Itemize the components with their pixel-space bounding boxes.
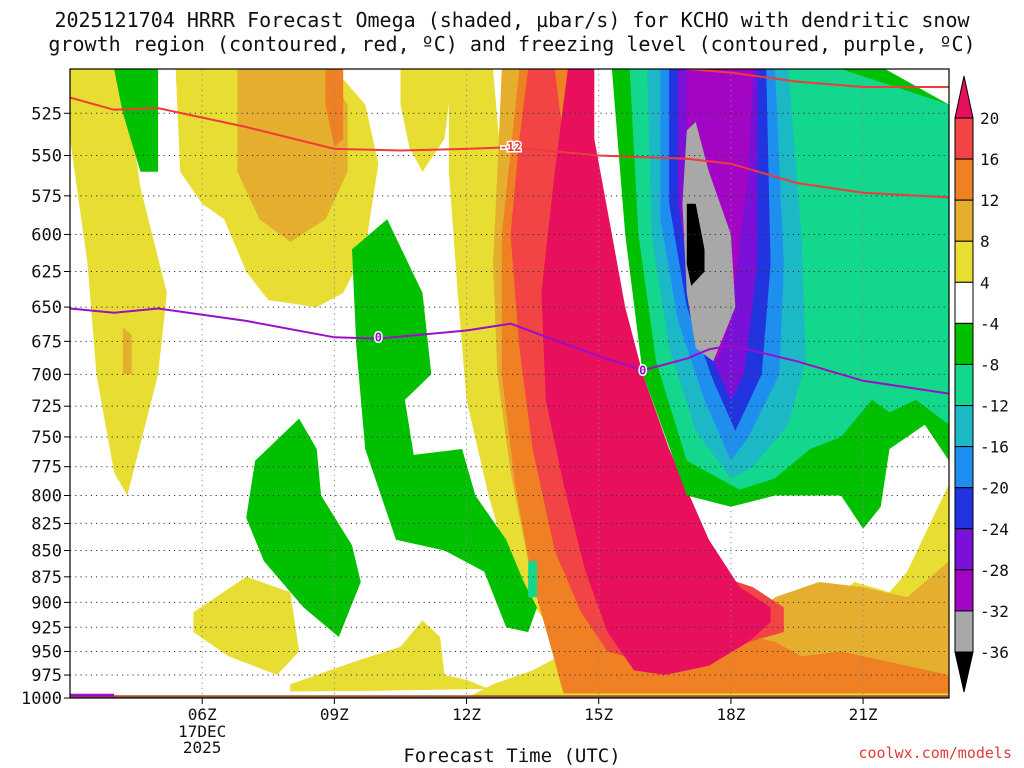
contour-label-0: -12 bbox=[500, 140, 522, 154]
title-line-2: growth region (contoured, red, ºC) and f… bbox=[48, 32, 976, 56]
colorbar-swatch-12 bbox=[954, 610, 974, 653]
omega-region-gray bbox=[682, 121, 736, 362]
omega-region-orange-early bbox=[122, 327, 132, 375]
y-tick-label-900: 900 bbox=[31, 593, 62, 613]
omega-region-green-low bbox=[246, 418, 361, 637]
colorbar-swatch-10 bbox=[954, 528, 974, 571]
y-tick-label-525: 525 bbox=[31, 104, 62, 124]
colorbar-label-1: 16 bbox=[980, 150, 999, 169]
freezing-level-line bbox=[70, 307, 949, 395]
colorbar-swatch-5 bbox=[954, 322, 974, 365]
y-tick-label-650: 650 bbox=[31, 298, 62, 318]
y-tick-label-925: 925 bbox=[31, 618, 62, 638]
y-axis: 525 550 575 600 625 650 675 700 725 750 775 800 825 8… bbox=[21, 104, 70, 709]
date-label-2: 2025 bbox=[183, 738, 222, 757]
y-tick-label-825: 825 bbox=[31, 514, 62, 534]
omega-region-lower-mid bbox=[290, 620, 489, 692]
y-tick-label-850: 850 bbox=[31, 542, 62, 562]
colorbar-label-11: -28 bbox=[980, 561, 1009, 580]
colorbar-label-0: 20 bbox=[980, 109, 999, 128]
y-tick-label-600: 600 bbox=[31, 225, 62, 245]
y-tick-label-875: 875 bbox=[31, 568, 62, 588]
colorbar-swatch-3 bbox=[954, 240, 974, 283]
colorbar-swatch-1 bbox=[954, 158, 974, 201]
colorbar-swatch-6 bbox=[954, 363, 974, 407]
x-tick-label-12Z: 12Z bbox=[452, 705, 481, 724]
watermark[interactable]: coolwx.com/models bbox=[858, 744, 1012, 762]
y-tick-label-550: 550 bbox=[31, 146, 62, 166]
y-tick-label-775: 775 bbox=[31, 458, 62, 478]
y-tick-label-800: 800 bbox=[31, 487, 62, 507]
colorbar-label-3: 8 bbox=[980, 232, 990, 251]
plot-frame bbox=[69, 68, 950, 699]
y-tick-label-750: 750 bbox=[31, 428, 62, 448]
title-line-1: 2025121704 HRRR Forecast Omega (shaded, … bbox=[54, 8, 970, 32]
x-axis-label: Forecast Time (UTC) bbox=[403, 745, 621, 767]
colorbar-label-12: -32 bbox=[980, 602, 1009, 621]
y-tick-label-675: 675 bbox=[31, 332, 62, 352]
colorbar-swatch-7 bbox=[954, 405, 974, 448]
colorbar-bottom-arrow bbox=[954, 651, 974, 693]
chart-title: 2025121704 HRRR Forecast Omega (shaded, … bbox=[0, 8, 1024, 56]
y-tick-label-725: 725 bbox=[31, 397, 62, 417]
x-tick-label-21Z: 21Z bbox=[849, 705, 878, 724]
y-tick-label-700: 700 bbox=[31, 365, 62, 385]
omega-region-early-left bbox=[70, 69, 167, 496]
y-tick-label-975: 975 bbox=[31, 666, 62, 686]
x-tick-label-09Z: 09Z bbox=[320, 705, 349, 724]
contour-lines: -12 0 0 bbox=[70, 69, 949, 697]
colorbar-swatch-11 bbox=[954, 569, 974, 612]
colorbar-label-10: -24 bbox=[980, 520, 1009, 539]
colorbar-label-13: -36 bbox=[980, 643, 1009, 662]
colorbar-swatch-2 bbox=[954, 199, 974, 242]
surface-terrain bbox=[70, 695, 949, 698]
y-tick-label-950: 950 bbox=[31, 642, 62, 662]
colorbar-label-8: -16 bbox=[980, 438, 1009, 457]
y-tick-label-575: 575 bbox=[31, 187, 62, 207]
omega-shading bbox=[70, 69, 949, 698]
omega-region-black bbox=[686, 203, 705, 286]
colorbar-label-7: -12 bbox=[980, 397, 1009, 416]
x-tick-label-15Z: 15Z bbox=[584, 705, 613, 724]
contour-label-2: 0 bbox=[639, 363, 646, 377]
x-tick-label-18Z: 18Z bbox=[716, 705, 745, 724]
y-tick-label-625: 625 bbox=[31, 262, 62, 282]
gridlines bbox=[70, 69, 949, 698]
omega-region-green-mid bbox=[352, 219, 537, 633]
contour-label-1: 0 bbox=[375, 330, 382, 344]
colorbar-swatch-0 bbox=[954, 117, 974, 160]
dendritic-line-1 bbox=[686, 69, 949, 88]
omega-region-small-lower bbox=[193, 576, 300, 675]
colorbar-swatch-8 bbox=[954, 446, 974, 489]
colorbar-label-5: -4 bbox=[980, 314, 999, 333]
colorbar-top-arrow bbox=[954, 75, 974, 119]
colorbar-swatch-4 bbox=[954, 281, 974, 324]
omega-region-red-upper bbox=[325, 69, 344, 148]
omega-region-band-lightorange bbox=[493, 69, 949, 694]
colorbar-label-6: -8 bbox=[980, 355, 999, 374]
x-tick-label-06Z: 06Z bbox=[188, 705, 217, 724]
omega-region-teal-low bbox=[528, 561, 537, 598]
colorbar: 20 16 12 8 4 -4 -8 -12 -16 -20 -24 -28 -32 -36 bbox=[954, 75, 1009, 693]
omega-region-green-early bbox=[114, 69, 159, 172]
omega-region-upper-right-yellow bbox=[400, 69, 454, 172]
colorbar-swatch-9 bbox=[954, 487, 974, 530]
y-tick-label-1000: 1000 bbox=[21, 689, 62, 709]
colorbar-label-4: 4 bbox=[980, 273, 990, 292]
date-label-1: 17DEC bbox=[178, 722, 226, 741]
colorbar-label-9: -20 bbox=[980, 479, 1009, 498]
colorbar-label-2: 12 bbox=[980, 191, 999, 210]
dendritic-line-0 bbox=[70, 96, 949, 199]
omega-region-orange-upper bbox=[237, 69, 348, 242]
